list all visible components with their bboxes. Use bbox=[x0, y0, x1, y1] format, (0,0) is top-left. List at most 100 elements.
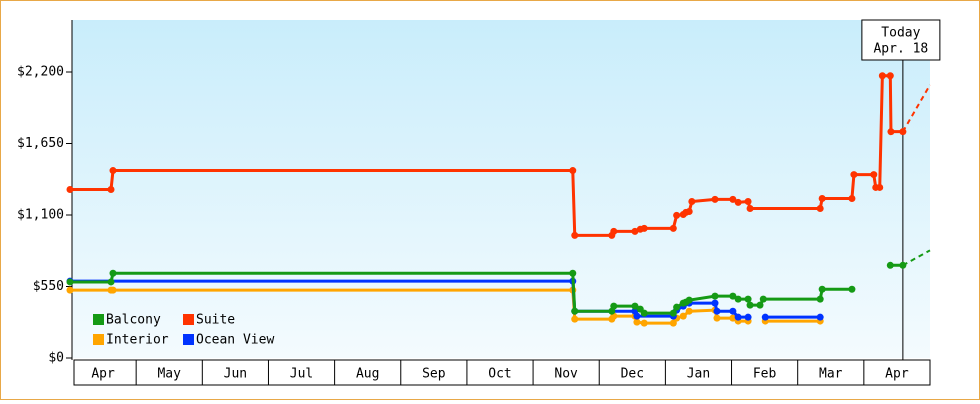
point bbox=[887, 128, 895, 136]
x-tick-label: Apr bbox=[91, 367, 115, 382]
point bbox=[685, 207, 693, 215]
legend-swatch bbox=[183, 314, 194, 325]
x-axis-box bbox=[73, 359, 931, 386]
point bbox=[713, 307, 721, 315]
x-tick-label: Feb bbox=[753, 367, 777, 382]
point bbox=[734, 295, 742, 303]
point bbox=[729, 292, 737, 300]
point bbox=[571, 307, 579, 315]
x-tick-label: Dec bbox=[621, 367, 644, 382]
point bbox=[66, 278, 74, 286]
today-label: Today bbox=[881, 26, 920, 41]
point bbox=[669, 224, 677, 232]
legend-label: Ocean View bbox=[196, 333, 274, 348]
point bbox=[631, 302, 639, 310]
point bbox=[673, 303, 681, 311]
point bbox=[713, 314, 721, 322]
point bbox=[640, 309, 648, 317]
point bbox=[816, 295, 824, 303]
point bbox=[679, 312, 687, 320]
x-tick-label: Aug bbox=[356, 367, 379, 382]
point bbox=[640, 319, 648, 327]
legend-swatch bbox=[93, 314, 104, 325]
point bbox=[848, 285, 856, 293]
x-tick-label: Nov bbox=[554, 367, 578, 382]
legend-swatch bbox=[183, 334, 194, 345]
point bbox=[746, 301, 754, 309]
x-tick-label: Apr bbox=[885, 367, 909, 382]
point bbox=[610, 302, 618, 310]
point bbox=[673, 211, 681, 219]
point bbox=[685, 296, 693, 304]
point bbox=[734, 198, 742, 206]
point bbox=[816, 313, 824, 321]
forecast-line bbox=[902, 84, 931, 133]
legend-label: Suite bbox=[196, 313, 235, 328]
point bbox=[734, 313, 742, 321]
plot-area bbox=[72, 20, 930, 358]
y-tick-label: $550 bbox=[33, 279, 64, 294]
x-tick-label: May bbox=[157, 367, 181, 382]
point bbox=[886, 72, 894, 80]
point bbox=[631, 227, 639, 235]
point bbox=[633, 312, 641, 320]
point bbox=[744, 295, 752, 303]
point bbox=[850, 171, 858, 179]
point bbox=[759, 295, 767, 303]
point bbox=[610, 227, 618, 235]
point bbox=[729, 307, 737, 315]
y-tick-label: $2,200 bbox=[17, 65, 64, 80]
x-tick-label: Oct bbox=[488, 367, 511, 382]
point bbox=[886, 261, 894, 269]
legend-swatch bbox=[93, 334, 104, 345]
point bbox=[729, 195, 737, 203]
point bbox=[109, 269, 117, 277]
point bbox=[633, 318, 641, 326]
point bbox=[711, 299, 719, 307]
point bbox=[744, 313, 752, 321]
point bbox=[688, 197, 696, 205]
point bbox=[816, 205, 824, 212]
point bbox=[109, 286, 117, 294]
point bbox=[66, 186, 74, 194]
x-tick-label: Jul bbox=[290, 367, 313, 382]
today-box bbox=[861, 19, 941, 61]
today-label: Apr. 18 bbox=[873, 42, 928, 57]
x-tick-label: Jan bbox=[687, 367, 710, 382]
x-tick-label: Sep bbox=[422, 367, 446, 382]
point bbox=[761, 313, 769, 321]
point bbox=[109, 167, 117, 175]
point bbox=[848, 194, 856, 202]
legend-label: Interior bbox=[106, 333, 169, 348]
point bbox=[669, 319, 677, 327]
point bbox=[640, 224, 648, 232]
point bbox=[66, 286, 74, 294]
point bbox=[729, 314, 737, 322]
y-tick-label: $1,650 bbox=[17, 136, 64, 151]
legend-label: Balcony bbox=[106, 313, 161, 328]
point bbox=[685, 307, 693, 315]
point bbox=[571, 315, 579, 323]
point bbox=[746, 205, 754, 212]
point bbox=[876, 183, 884, 191]
point bbox=[711, 195, 719, 203]
point bbox=[711, 292, 719, 300]
point bbox=[818, 194, 826, 202]
point bbox=[107, 278, 115, 286]
point bbox=[569, 269, 577, 277]
y-tick-label: $0 bbox=[48, 351, 64, 366]
point bbox=[669, 309, 677, 317]
point bbox=[107, 186, 115, 194]
point bbox=[756, 301, 764, 309]
point bbox=[571, 231, 579, 239]
point bbox=[744, 197, 752, 205]
point bbox=[878, 72, 886, 80]
point bbox=[870, 171, 878, 179]
point bbox=[818, 285, 826, 293]
x-tick-label: Jun bbox=[224, 367, 247, 382]
y-tick-label: $1,100 bbox=[17, 208, 64, 223]
point bbox=[569, 167, 577, 175]
x-tick-label: Mar bbox=[819, 367, 843, 382]
